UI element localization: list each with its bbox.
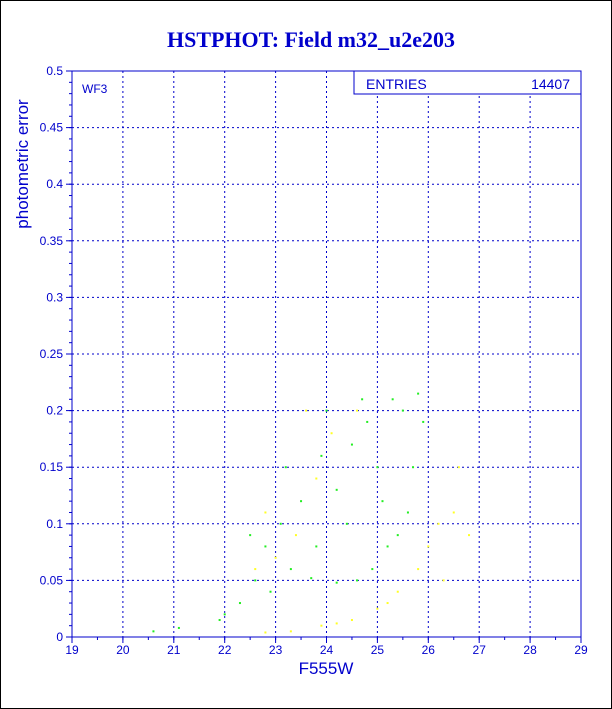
scatter-point-secondary — [335, 622, 338, 625]
x-tick-label: 25 — [371, 643, 385, 657]
scatter-point-primary — [223, 613, 226, 616]
scatter-point-primary — [279, 522, 282, 525]
scatter-point-primary — [300, 500, 303, 503]
scatter-point-primary — [218, 619, 221, 622]
scatter-point-secondary — [294, 534, 297, 537]
scatter-point-primary — [356, 579, 359, 582]
stats-box-frame — [353, 70, 582, 95]
chart-title: HSTPHOT: Field m32_u2e203 — [167, 27, 455, 52]
scatter-point-primary — [152, 630, 155, 633]
x-tick-label: 21 — [167, 643, 181, 657]
scatter-point-primary — [177, 626, 180, 629]
stats-box: ENTRIES 14407 — [353, 70, 582, 95]
scatter-point-secondary — [396, 590, 399, 593]
scatter-point-secondary — [376, 607, 379, 610]
x-tick-label: 28 — [523, 643, 537, 657]
scatter-point-primary — [345, 522, 348, 525]
scatter-points-layer — [152, 392, 471, 634]
scatter-point-primary — [386, 545, 389, 548]
scatter-point-secondary — [350, 619, 353, 622]
scatter-point-secondary — [315, 477, 318, 480]
y-tick-label: 0.25 — [40, 347, 64, 361]
scatter-point-secondary — [437, 522, 440, 525]
y-tick-label: 0.35 — [40, 234, 64, 248]
scatter-point-primary — [422, 420, 425, 423]
scatter-point-primary — [254, 579, 257, 582]
scatter-point-secondary — [289, 630, 292, 633]
x-tick-label: 24 — [320, 643, 334, 657]
y-tick-label: 0.4 — [46, 177, 63, 191]
scatter-point-primary — [315, 545, 318, 548]
scatter-point-primary — [391, 398, 394, 401]
scatter-point-secondary — [442, 579, 445, 582]
scatter-point-primary — [350, 443, 353, 446]
panel-label: WF3 — [82, 82, 108, 96]
scatter-point-primary — [249, 534, 252, 537]
x-tick-label: 19 — [65, 643, 79, 657]
scatter-point-primary — [381, 500, 384, 503]
x-tick-label: 22 — [218, 643, 232, 657]
x-axis-label: F555W — [299, 659, 354, 678]
y-tick-label: 0 — [56, 630, 63, 644]
scatter-point-secondary — [320, 624, 323, 627]
y-tick-label: 0.5 — [46, 64, 63, 78]
y-tick-label: 0.05 — [40, 573, 64, 587]
scatter-point-primary — [401, 409, 404, 412]
y-tick-label: 0.1 — [46, 517, 63, 531]
x-tick-label: 29 — [574, 643, 588, 657]
scatter-point-primary — [371, 568, 374, 571]
scatter-point-primary — [335, 488, 338, 491]
y-tick-label: 0.15 — [40, 460, 64, 474]
y-tick-label: 0.45 — [40, 121, 64, 135]
scatter-point-secondary — [330, 432, 333, 435]
scatter-point-primary — [366, 420, 369, 423]
scatter-point-secondary — [254, 568, 257, 571]
scatter-point-primary — [289, 568, 292, 571]
scatter-point-primary — [335, 581, 338, 584]
y-tick-label: 0.2 — [46, 404, 63, 418]
scatter-point-primary — [361, 398, 364, 401]
x-tick-label: 20 — [116, 643, 130, 657]
stats-entries-label: ENTRIES — [366, 76, 427, 92]
scatter-point-primary — [320, 454, 323, 457]
scatter-point-primary — [406, 511, 409, 514]
stats-entries-value: 14407 — [531, 76, 570, 92]
scatter-point-primary — [325, 409, 328, 412]
scatter-point-secondary — [356, 409, 359, 412]
scatter-point-primary — [264, 545, 267, 548]
scatter-point-secondary — [264, 511, 267, 514]
y-tick-label: 0.3 — [46, 290, 63, 304]
grid-layer — [72, 71, 581, 637]
x-tick-label: 23 — [269, 643, 283, 657]
scatter-point-secondary — [386, 602, 389, 605]
scatter-point-secondary — [457, 466, 460, 469]
tick-layer: 19 20 21 22 23 24 25 26 27 28 29 0 0.05 0.1 0.15 0.2 0.2… — [40, 64, 588, 657]
scatter-point-primary — [412, 466, 415, 469]
scatter-point-primary — [417, 392, 420, 395]
scatter-point-primary — [376, 466, 379, 469]
scatter-point-primary — [284, 466, 287, 469]
scatter-point-primary — [238, 602, 241, 605]
x-tick-label: 26 — [422, 643, 436, 657]
scatter-point-secondary — [305, 409, 308, 412]
scatter-point-secondary — [427, 545, 430, 548]
scatter-point-secondary — [468, 534, 471, 537]
scatter-point-secondary — [417, 568, 420, 571]
y-axis-label: photometric error — [13, 99, 32, 229]
scatter-point-secondary — [264, 631, 267, 634]
scatter-point-primary — [310, 577, 313, 580]
scatter-point-secondary — [274, 556, 277, 559]
scatter-point-secondary — [452, 511, 455, 514]
x-tick-label: 27 — [473, 643, 487, 657]
scatter-point-primary — [396, 534, 399, 537]
scatter-point-primary — [269, 590, 272, 593]
